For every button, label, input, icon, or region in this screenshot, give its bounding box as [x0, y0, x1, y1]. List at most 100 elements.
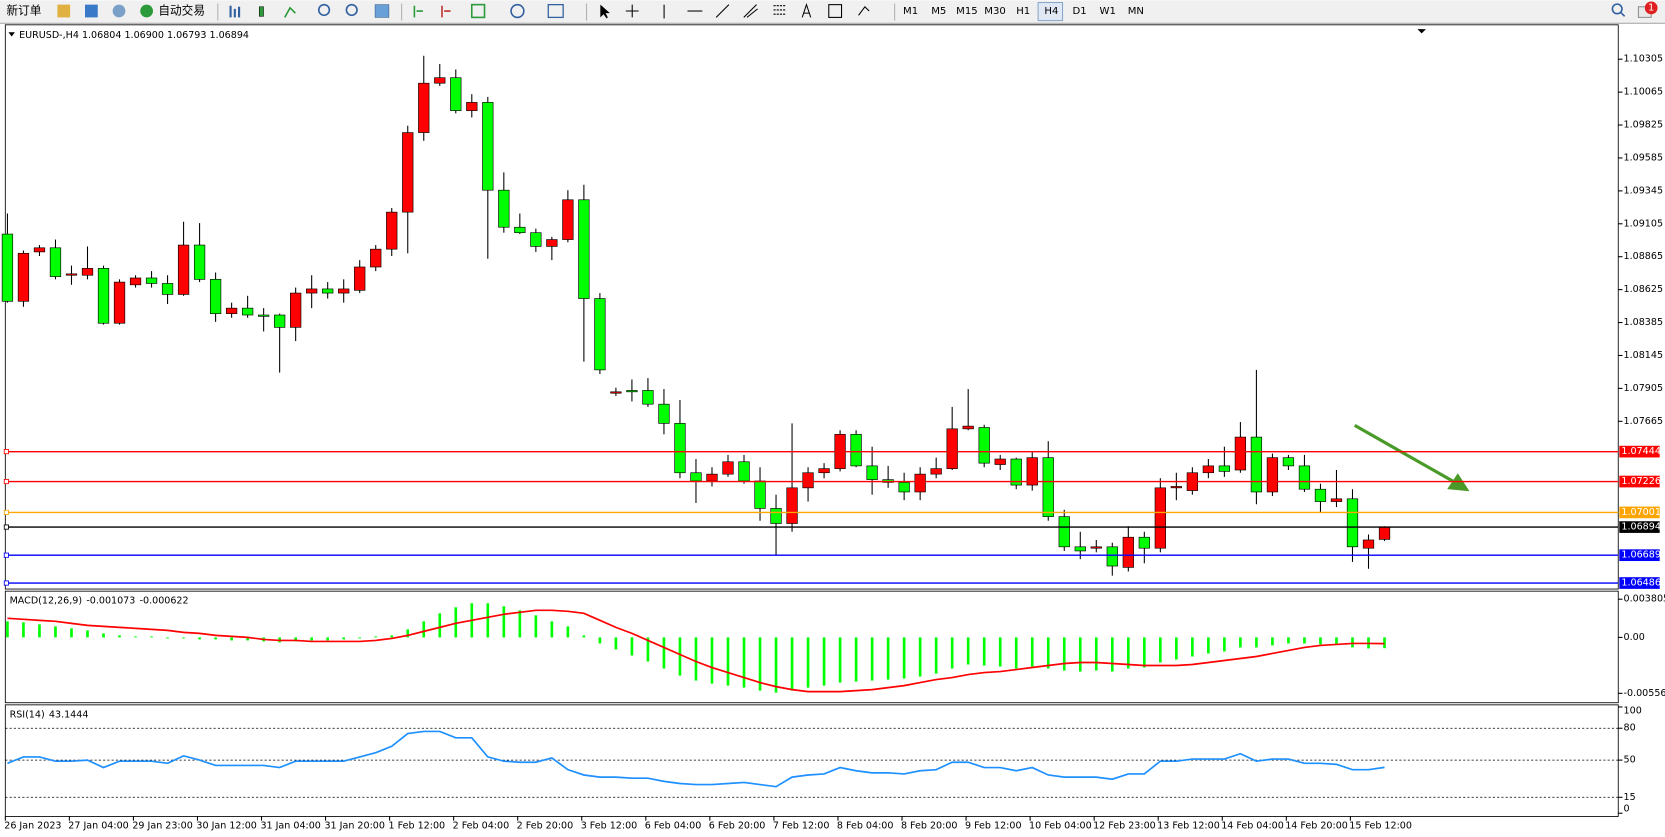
candle-body: [370, 248, 382, 268]
timeframe-button[interactable]: M30: [984, 6, 1006, 17]
candle-body: [914, 473, 926, 493]
candle-body: [1378, 526, 1391, 540]
candle-body: [33, 247, 46, 253]
candle-body: [754, 480, 766, 509]
y-tick-label: 0.00: [1624, 632, 1645, 643]
price-level-handle: [3, 509, 9, 515]
cursor-tool[interactable]: [600, 4, 610, 19]
candle-body: [1122, 536, 1134, 568]
candle-body: [770, 508, 782, 524]
timeframe-button[interactable]: D1: [1072, 6, 1086, 17]
candle-body: [1170, 486, 1182, 489]
auto-trading-button[interactable]: 自动交易: [158, 4, 205, 18]
candle-body: [1282, 457, 1295, 467]
x-tick-label: 7 Feb 12:00: [773, 820, 830, 831]
zoom-out-icon[interactable]: [345, 3, 358, 17]
candle-body: [161, 283, 174, 295]
zoom-in-icon[interactable]: [317, 3, 331, 17]
candle-body: [17, 252, 30, 302]
price-label-box: [1619, 577, 1660, 589]
timeframe-button[interactable]: M5: [931, 6, 946, 17]
timeframe-button[interactable]: M1: [903, 6, 918, 17]
candle-body: [49, 247, 62, 277]
candle-body: [786, 487, 798, 524]
periods-icon[interactable]: [510, 3, 525, 19]
bar-chart-icon[interactable]: [229, 5, 241, 18]
search-icon-handle: [1619, 11, 1626, 17]
x-tick-label: 8 Feb 04:00: [837, 820, 894, 831]
candle-body: [818, 468, 830, 474]
candle-body: [1010, 458, 1022, 486]
y-tick-label: 1.10065: [1624, 87, 1663, 98]
candle-body: [274, 314, 286, 328]
x-tick-label: 31 Jan 04:00: [260, 820, 320, 831]
icon[interactable]: [112, 4, 126, 18]
shift-icon[interactable]: [441, 5, 451, 18]
candle-body: [386, 211, 398, 250]
y-tick-label: 1.07905: [1624, 383, 1663, 394]
candle-body: [193, 244, 206, 280]
timeframe-button[interactable]: W1: [1100, 6, 1116, 17]
main-panel: [4, 24, 1619, 590]
x-tick-label: 12 Feb 23:00: [1093, 820, 1156, 831]
y-tick-label: -0.005569: [1624, 688, 1665, 699]
toolbar-bg: [0, 0, 1665, 23]
line-icon[interactable]: [284, 6, 296, 18]
templates-icon[interactable]: [547, 4, 564, 19]
text-tool[interactable]: [801, 2, 812, 18]
y-tick-label: 1.08385: [1624, 317, 1663, 328]
candle-body: [1218, 465, 1231, 472]
search-icon[interactable]: [1611, 3, 1623, 15]
timeframe-button[interactable]: MN: [1128, 6, 1144, 17]
channel-tool[interactable]: [743, 4, 758, 18]
annotation-arrow: [1353, 424, 1457, 485]
arrows-tool[interactable]: [858, 5, 870, 16]
y-tick-label: 1.07665: [1624, 416, 1663, 427]
candle-body: [1090, 546, 1102, 549]
timeframe-button[interactable]: H4: [1044, 6, 1058, 17]
candle-body: [898, 482, 910, 493]
price-label-box: [1619, 445, 1660, 458]
new-order-button[interactable]: 新订单: [6, 4, 41, 18]
candle-body: [1362, 539, 1375, 549]
candle-body: [434, 77, 446, 84]
timeframe-button[interactable]: H1: [1016, 6, 1030, 17]
price-label: 1.06689: [1621, 550, 1660, 561]
indicators-icon[interactable]: [470, 3, 486, 19]
icon[interactable]: [57, 4, 71, 18]
trendline-tool[interactable]: [715, 4, 730, 18]
icon[interactable]: [85, 4, 98, 18]
active-timeframe: [1037, 1, 1064, 22]
candle-body: [626, 390, 638, 393]
notification-count: 1: [1648, 2, 1654, 13]
price-label: 1.07444: [1621, 446, 1660, 457]
fibo-tool[interactable]: [773, 5, 787, 15]
candle-body: [642, 390, 654, 405]
candle-icon[interactable]: [258, 6, 264, 17]
candle-body: [1314, 488, 1327, 502]
shift-marker[interactable]: [1417, 29, 1426, 34]
label-tool[interactable]: [828, 4, 843, 18]
candle-body: [306, 288, 318, 294]
candle-body: [1346, 498, 1359, 548]
candle-body: [258, 314, 270, 317]
timeframe-button[interactable]: M15: [956, 6, 978, 17]
price-level-handle: [3, 552, 9, 558]
candle-body: [97, 268, 110, 324]
notification-badge[interactable]: [1644, 1, 1658, 15]
auto-trading-icon[interactable]: [140, 4, 154, 18]
candle-body: [1026, 457, 1038, 486]
signal-line: [7, 609, 1385, 693]
collapse-arrow[interactable]: [8, 32, 15, 37]
candle-body: [450, 77, 462, 111]
scroll-icon[interactable]: [413, 5, 423, 18]
tile-icon[interactable]: [374, 4, 390, 18]
indicator-name: RSI(14): [10, 709, 45, 720]
toolbar: 新订单 自动交易 M1 M5 M15 M30 H1 H4 D1 W1 MN: [0, 0, 1665, 24]
indicator-name: MACD(12,26,9): [10, 595, 83, 606]
candle-body: [690, 472, 702, 482]
x-tick-label: 15 Feb 12:00: [1349, 820, 1412, 831]
y-tick-label: 1.10305: [1624, 54, 1663, 65]
crosshair-tool[interactable]: [625, 4, 639, 18]
price-label-box: [1619, 506, 1660, 519]
